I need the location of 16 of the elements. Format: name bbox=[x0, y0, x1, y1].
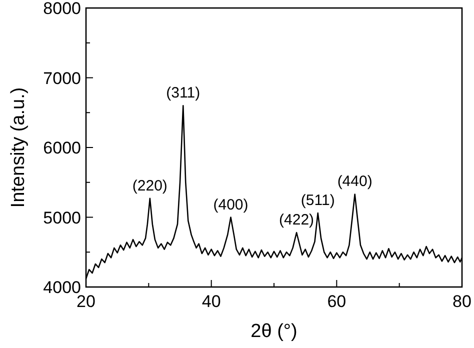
y-tick-label: 5000 bbox=[43, 208, 81, 228]
annotation: (311) bbox=[166, 84, 200, 102]
annotation: (220) bbox=[132, 177, 168, 194]
annotation: (511) bbox=[300, 192, 335, 210]
x-tick-label: 40 bbox=[202, 292, 221, 311]
x-axis-title: 2θ (°) bbox=[250, 321, 298, 342]
annotation: (400) bbox=[213, 196, 248, 214]
x-tick-label: 80 bbox=[452, 292, 472, 311]
y-tick-label: 6000 bbox=[43, 138, 81, 158]
x-tick-label: 60 bbox=[327, 292, 346, 311]
annotation: (422) bbox=[279, 212, 314, 229]
y-tick-label: 7000 bbox=[43, 68, 81, 88]
annotation: (440) bbox=[337, 173, 372, 190]
y-tick-label: 8000 bbox=[43, 0, 81, 18]
y-axis-title: Intensity (a.u.) bbox=[8, 87, 29, 208]
x-tick-label: 20 bbox=[76, 292, 96, 311]
